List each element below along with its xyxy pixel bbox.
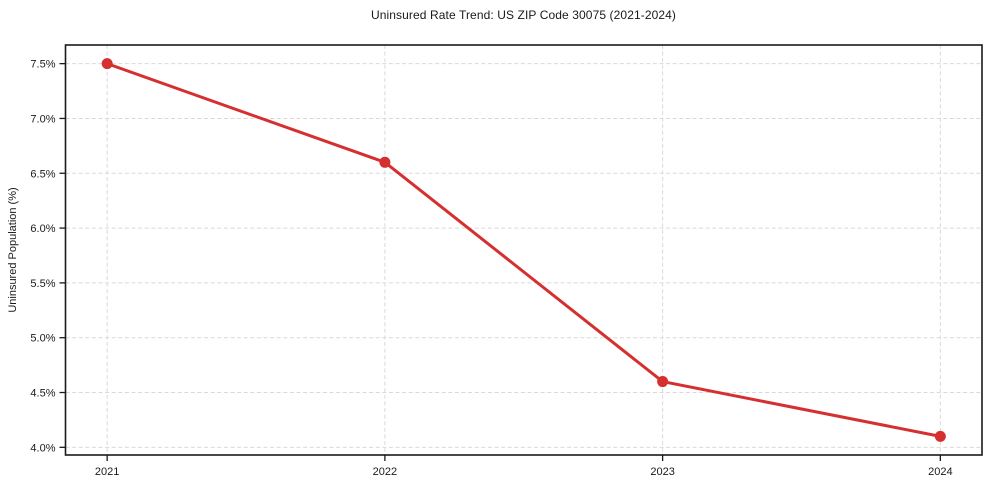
data-point[interactable]	[379, 156, 391, 168]
plot-frame	[64, 44, 983, 456]
data-point[interactable]	[657, 376, 669, 388]
y-tick-label: 4.5%	[30, 388, 55, 400]
y-tick-label: 7.0%	[30, 113, 55, 125]
chart-title: Uninsured Rate Trend: US ZIP Code 30075 …	[370, 8, 677, 22]
y-tick-label: 4.0%	[30, 442, 55, 454]
x-tick-label: 2023	[650, 466, 674, 478]
data-point[interactable]	[934, 430, 946, 442]
trend-line	[105, 62, 942, 438]
y-tick-label: 6.0%	[30, 223, 55, 235]
y-tick-label: 5.0%	[30, 333, 55, 345]
x-tick-label: 2021	[95, 466, 119, 478]
y-tick-label: 6.5%	[30, 168, 55, 180]
x-tick-label: 2022	[373, 466, 397, 478]
y-tick-label: 7.5%	[30, 59, 55, 71]
y-tick-label: 5.5%	[30, 278, 55, 290]
x-tick-label: 2024	[928, 466, 952, 478]
data-point[interactable]	[101, 58, 113, 70]
